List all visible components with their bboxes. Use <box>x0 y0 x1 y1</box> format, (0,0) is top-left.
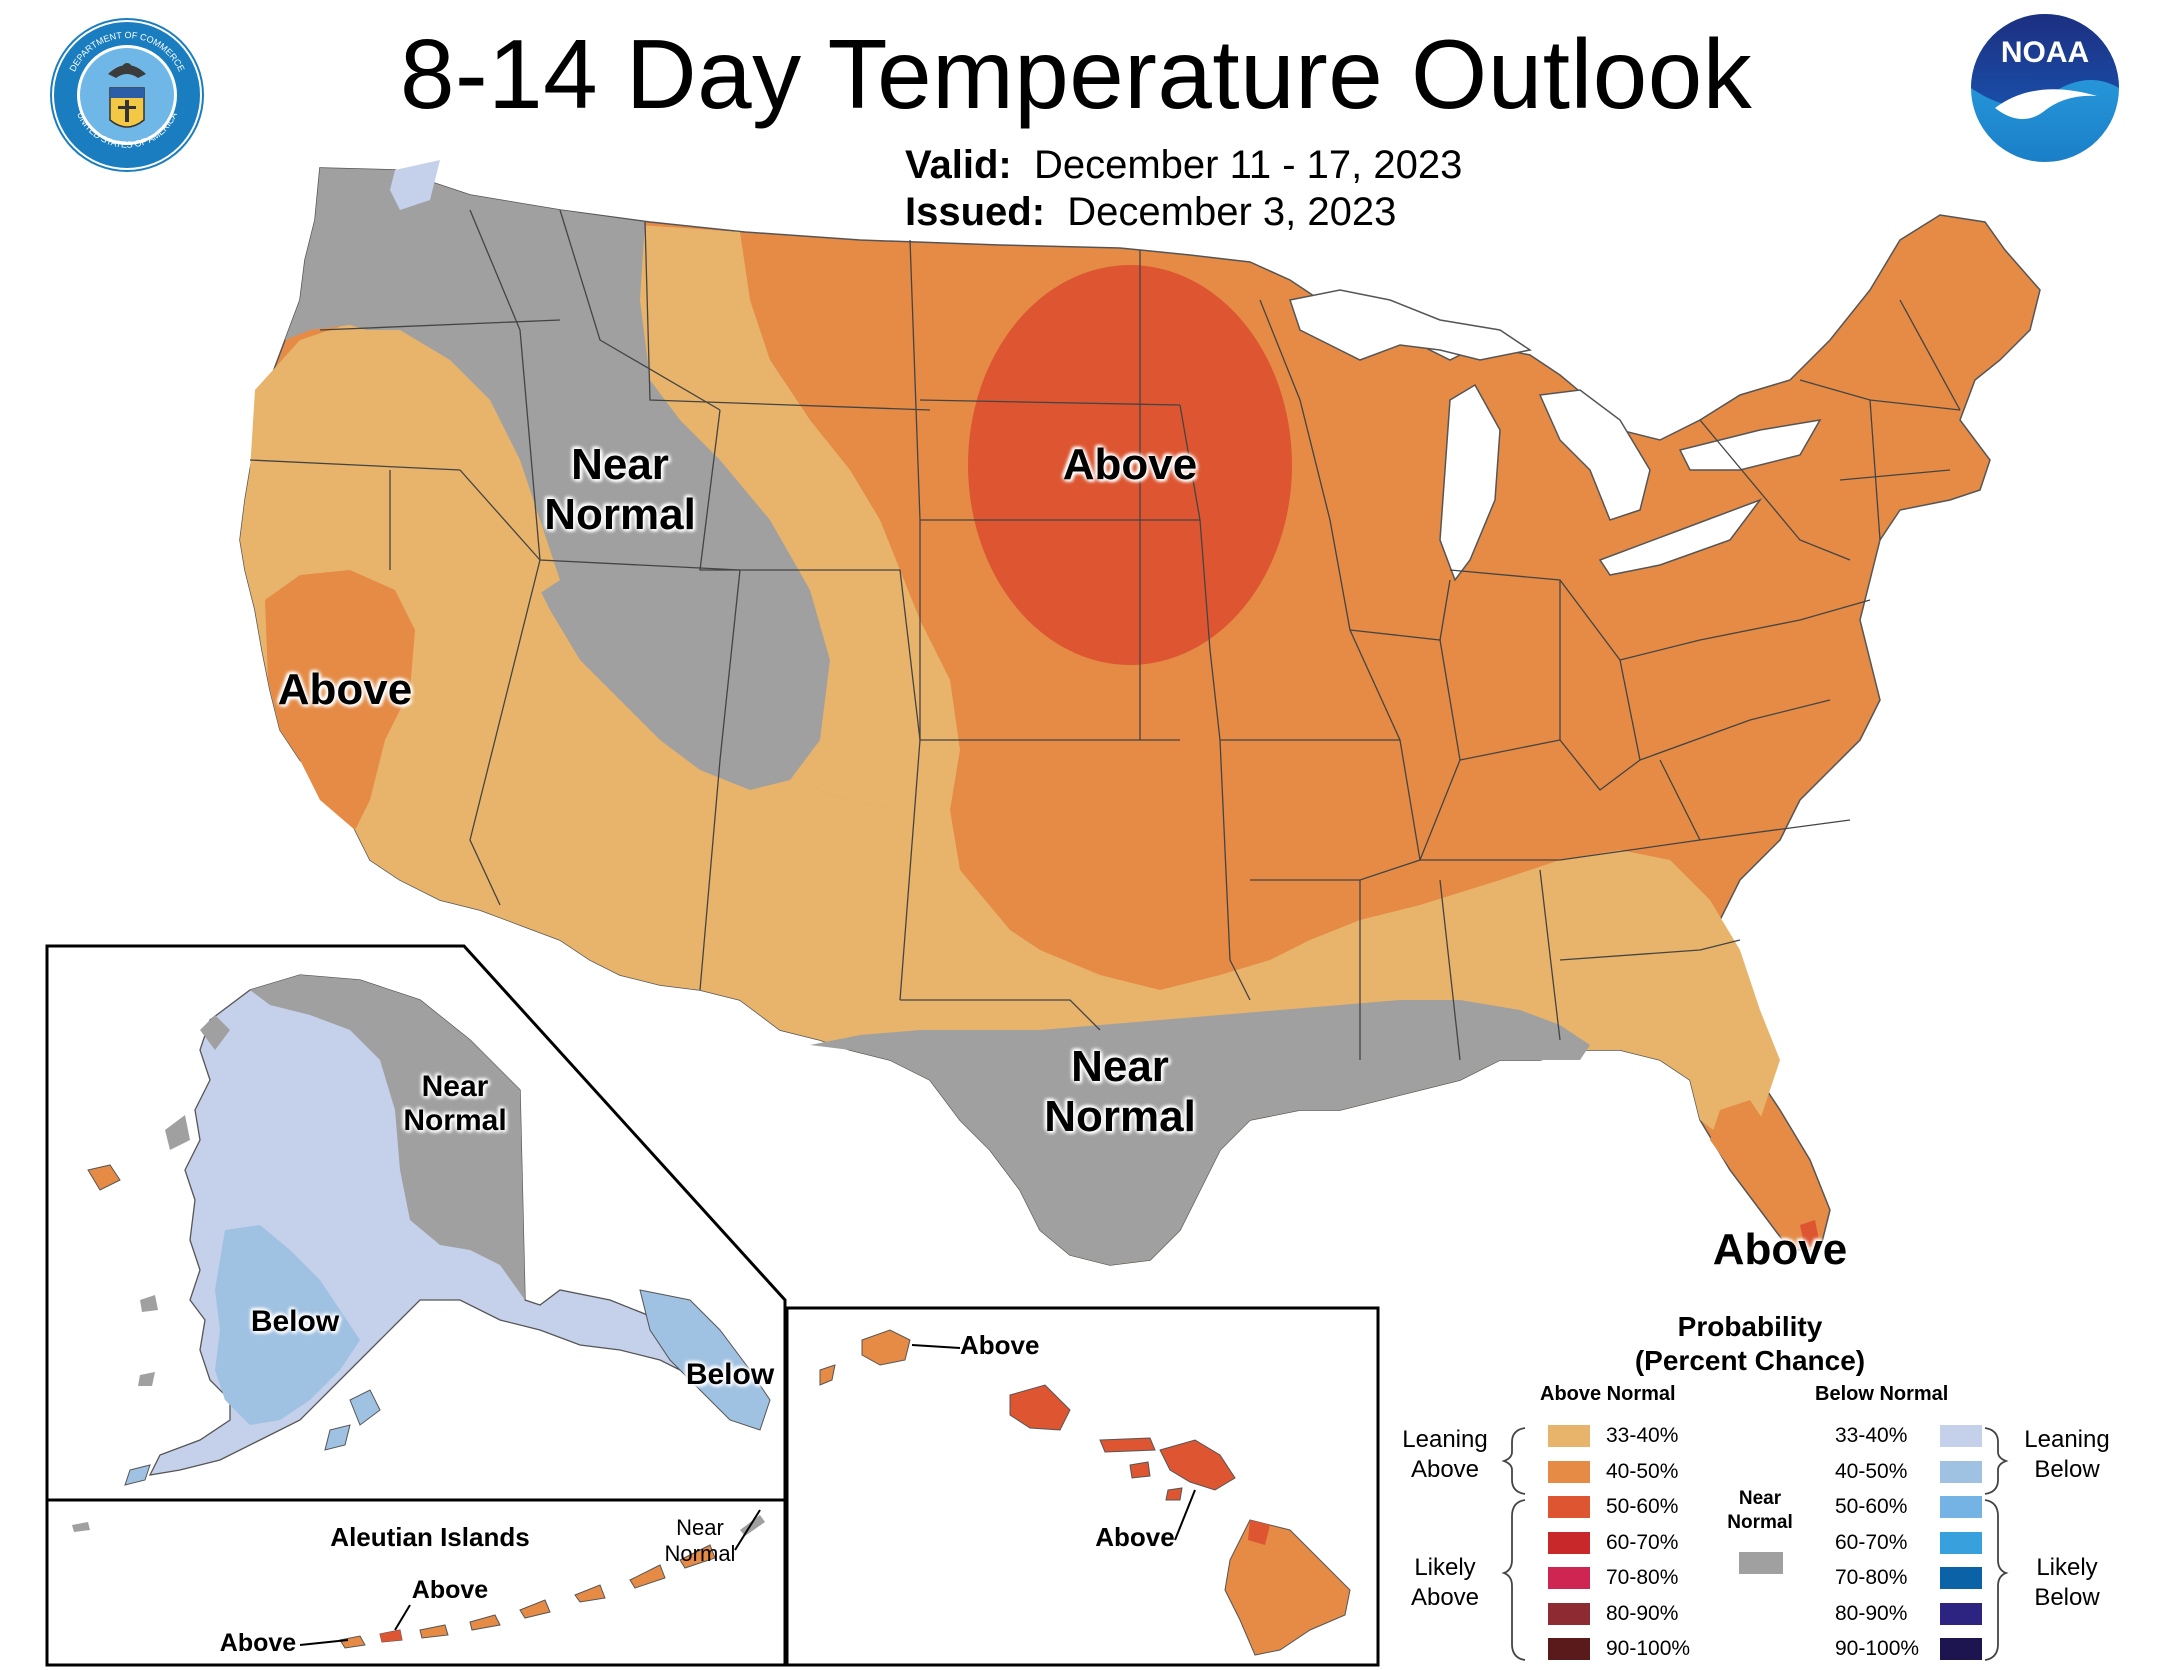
legend-above-header: Above Normal <box>1540 1383 1676 1405</box>
great-lakes <box>1289 289 1822 582</box>
legend-leaning-above-label: Leaning Above <box>1402 1426 1488 1483</box>
conus-above-florida-tip <box>1800 1220 1820 1248</box>
legend-near-normal-swatch <box>1739 1552 1783 1574</box>
legend-near-normal-label: Near Normal <box>1727 1488 1793 1533</box>
legend-below-swatch <box>1940 1638 1982 1660</box>
legend-above-range: 60-70% <box>1606 1530 1679 1554</box>
legend-above-swatch <box>1548 1602 1590 1625</box>
aleutian-near-normal: Near Normal <box>664 1515 736 1566</box>
conus-leaning-below-nw-corner <box>390 160 440 210</box>
legend-above-range: 40-50% <box>1606 1459 1679 1483</box>
legend-above-swatch <box>1548 1638 1590 1660</box>
conus-near-normal-south <box>810 1000 1590 1265</box>
conus-above-florida <box>1710 1100 1820 1250</box>
legend-below-range: 90-100% <box>1835 1637 1920 1660</box>
conus-leaning-above-montana <box>635 225 960 810</box>
aleutian-leader-1 <box>299 1639 349 1646</box>
noaa-logo-text: NOAA <box>2001 36 2089 69</box>
valid-dates: December 11 - 17, 2023 <box>1033 143 1463 187</box>
alaska-below-southwest <box>215 1225 360 1425</box>
label-hawaii-above-maui: Above <box>1095 1522 1175 1552</box>
hawaii-oahu <box>1009 1384 1071 1431</box>
legend-above-swatch <box>1548 1425 1590 1447</box>
commerce-seal-icon: DEPARTMENT OF COMMERCE UNITED STATES OF … <box>50 18 204 172</box>
legend-below-swatch <box>1940 1496 1982 1518</box>
legend-below-range: 33-40% <box>1835 1424 1908 1447</box>
legend-above-range: 33-40% <box>1606 1424 1679 1447</box>
aleutian-above-red <box>380 1630 402 1642</box>
legend-likely-below-label: Likely Below <box>2034 1554 2100 1611</box>
legend-above-range: 70-80% <box>1606 1566 1679 1589</box>
label-above-plains: Above <box>1062 440 1198 489</box>
legend-below-swatch <box>1940 1460 1982 1483</box>
legend-above-range: 50-60% <box>1606 1495 1679 1518</box>
legend-below-swatch <box>1940 1425 1982 1447</box>
issued-date: December 3, 2023 <box>1067 190 1397 234</box>
label-alaska-near-normal: Near Normal <box>403 1070 507 1137</box>
legend-below-range: 60-70% <box>1835 1530 1908 1554</box>
aleutian-frame <box>45 1498 787 1667</box>
valid-line: Valid: December 11 - 17, 2023 <box>905 143 1462 188</box>
legend-title: Probability (Percent Chance) <box>1634 1311 1866 1376</box>
valid-label: Valid: <box>905 143 1012 187</box>
legend-below-range: 50-60% <box>1835 1495 1908 1518</box>
hawaii-molokai <box>1099 1437 1156 1453</box>
label-alaska-below-southeast: Below <box>685 1358 775 1391</box>
issued-line: Issued: December 3, 2023 <box>905 190 1396 235</box>
legend-above-swatch <box>1548 1460 1590 1483</box>
legend-below-swatch <box>1940 1602 1982 1625</box>
legend-below-range: 80-90% <box>1835 1601 1908 1625</box>
aleutian-leader-3 <box>734 1509 761 1551</box>
noaa-logo-icon: NOAA <box>1967 10 2123 166</box>
conus-near-normal-west <box>285 168 830 790</box>
hawaii-lanai <box>1129 1461 1183 1501</box>
label-near-normal-south: Near Normal <box>1044 1042 1196 1141</box>
legend-likely-above-label: Likely Above <box>1410 1554 1480 1611</box>
legend-above-swatch <box>1548 1531 1590 1554</box>
label-above-florida: Above <box>1712 1225 1848 1274</box>
hawaii-maui <box>1159 1439 1236 1491</box>
alaska-small-grey-islands <box>138 1295 158 1386</box>
hawaii-big-island <box>1224 1519 1351 1656</box>
legend-below-swatch <box>1940 1531 1982 1554</box>
legend-above-range: 80-90% <box>1606 1601 1679 1625</box>
alaska-northwest-grey <box>165 1015 230 1150</box>
label-above-california: Above <box>277 665 413 714</box>
legend-above-range: 90-100% <box>1606 1637 1691 1660</box>
alaska-st-lawrence-island <box>87 1164 121 1191</box>
legend-below-range: 40-50% <box>1835 1459 1908 1483</box>
hawaii-big-island-north-red <box>1248 1520 1270 1545</box>
map-title: 8-14 Day Temperature Outlook <box>400 19 1753 129</box>
aleutian-title: Aleutian Islands <box>330 1522 530 1552</box>
hawaii-leader-maui <box>1174 1489 1196 1541</box>
hawaii-leader-kauai <box>911 1344 961 1349</box>
conus-above-50-60-plains <box>968 265 1292 665</box>
hawaii-kauai <box>861 1329 911 1366</box>
label-hawaii-above-kauai: Above <box>960 1330 1040 1360</box>
legend-above-swatch <box>1548 1496 1590 1518</box>
aleutian-above-1: Above <box>411 1576 489 1604</box>
issued-label: Issued: <box>905 190 1046 234</box>
conus-leaning-above-california <box>250 330 560 600</box>
legend-below-range: 70-80% <box>1835 1566 1908 1589</box>
aleutian-leader-2 <box>394 1604 411 1631</box>
conus-above-california <box>265 570 415 830</box>
label-alaska-below-southwest: Below <box>250 1305 340 1338</box>
legend-above-swatch <box>1548 1567 1590 1589</box>
legend-below-swatch <box>1940 1567 1982 1589</box>
legend-below-header: Below Normal <box>1815 1383 1949 1405</box>
hawaii-niihau <box>819 1364 836 1386</box>
label-near-normal-west: Near Normal <box>544 440 696 539</box>
alaska-near-normal <box>250 975 525 1300</box>
alaska-islands <box>124 1389 381 1486</box>
legend-leaning-below-label: Leaning Below <box>2024 1426 2110 1483</box>
alaska-panhandle <box>639 1289 771 1431</box>
aleutian-above-2: Above <box>219 1629 297 1657</box>
state-borders <box>249 209 1961 1061</box>
